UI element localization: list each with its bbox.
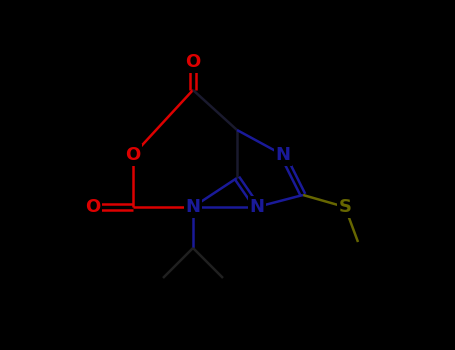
Text: O: O	[126, 146, 141, 164]
Text: O: O	[86, 198, 101, 216]
Text: O: O	[185, 53, 201, 71]
Text: N: N	[275, 146, 290, 164]
Text: S: S	[339, 198, 352, 216]
Text: N: N	[186, 198, 201, 216]
Text: N: N	[249, 198, 264, 216]
